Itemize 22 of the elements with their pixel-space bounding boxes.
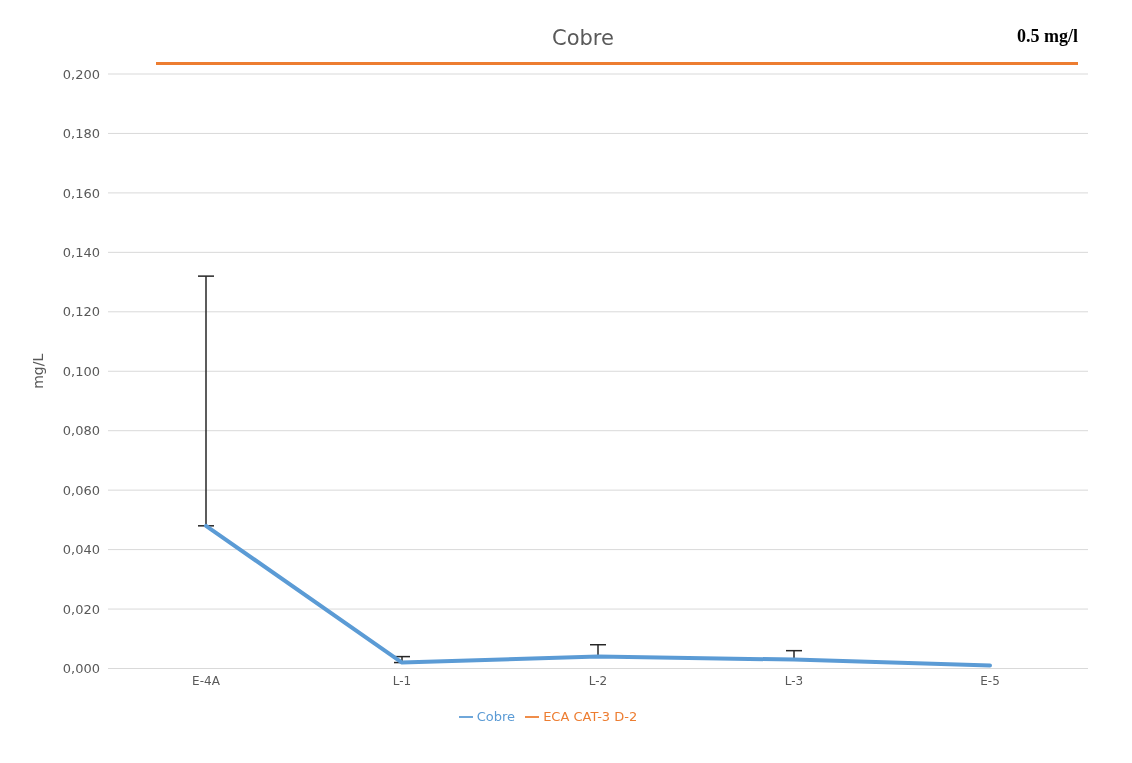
x-tick-label: E-5 <box>980 674 1000 689</box>
legend-label: ECA CAT-3 D-2 <box>543 708 638 724</box>
line-series <box>204 523 992 668</box>
text: 0.5 mg/l <box>1017 26 1078 47</box>
y-tick-label: 0,160 <box>62 185 100 201</box>
y-tick-label: 0,020 <box>62 601 100 617</box>
x-tick-label: L-3 <box>784 674 804 689</box>
y-axis-title: mg/L <box>29 353 46 389</box>
y-tick-label: 0,100 <box>62 363 100 379</box>
x-tick-label: L-2 <box>588 674 608 689</box>
y-tick-label: 0,200 <box>62 66 100 82</box>
y-tick-label: 0,120 <box>62 304 100 320</box>
chart-title: Cobre <box>552 26 614 50</box>
legend-label: Cobre <box>476 708 516 724</box>
y-tick-label: 0,080 <box>62 423 100 439</box>
y-tick-label: 0,040 <box>62 542 100 558</box>
x-tick-label: E-4A <box>192 674 221 689</box>
y-tick-label: 0,180 <box>62 126 100 142</box>
x-tick-label: L-1 <box>392 674 412 689</box>
y-tick-label: 0,000 <box>62 661 100 677</box>
y-tick-label: 0,060 <box>62 482 100 498</box>
y-tick-label: 0,140 <box>62 244 100 260</box>
